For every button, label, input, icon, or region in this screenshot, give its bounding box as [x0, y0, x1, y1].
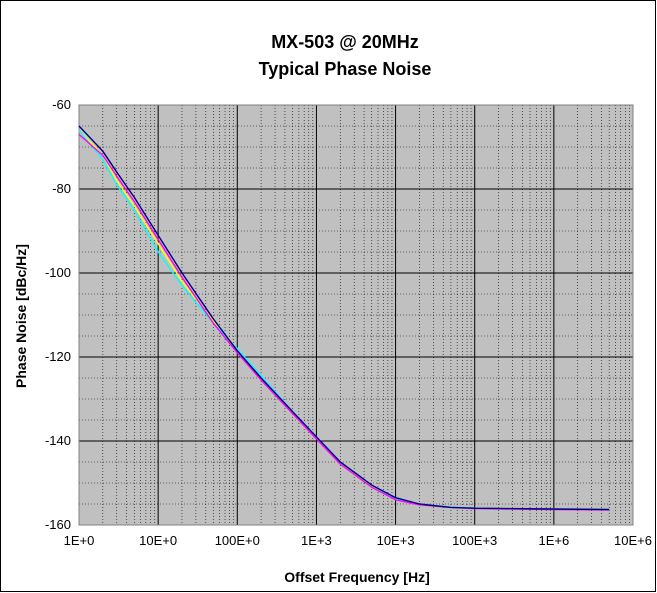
chart-subtitle: Typical Phase Noise	[259, 59, 432, 79]
x-tick-label: 10E+0	[139, 533, 177, 548]
x-axis-title: Offset Frequency [Hz]	[284, 569, 429, 585]
y-tick-label: -140	[45, 433, 71, 448]
y-tick-label: -100	[45, 265, 71, 280]
series-line	[78, 125, 610, 511]
x-tick-label: 10E+3	[377, 533, 415, 548]
y-tick-label: -80	[52, 181, 71, 196]
y-tick-label: -60	[52, 97, 71, 112]
plot-border	[78, 104, 634, 526]
x-tick-label: 100E+0	[215, 533, 260, 548]
chart-title: MX-503 @ 20MHz	[271, 32, 419, 52]
x-tick-label: 1E+0	[64, 533, 95, 548]
x-tick-label: 1E+3	[301, 533, 332, 548]
x-tick-label: 1E+6	[538, 533, 569, 548]
x-tick-label: 10E+6	[614, 533, 652, 548]
y-tick-label: -120	[45, 349, 71, 364]
plot-area: 1E+0 10E+0 100E+0 1E+3 10E+3 100E+3 1E+6 10E+6 -…	[45, 97, 652, 548]
y-axis-title: Phase Noise [dBc/Hz]	[13, 244, 29, 388]
x-tick-label: 100E+3	[452, 533, 497, 548]
y-tick-label: -160	[45, 517, 71, 532]
